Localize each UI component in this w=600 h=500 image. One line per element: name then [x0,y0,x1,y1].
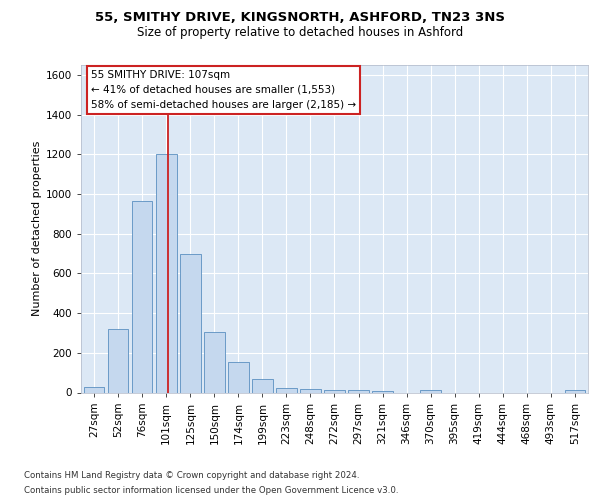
Text: Contains public sector information licensed under the Open Government Licence v3: Contains public sector information licen… [24,486,398,495]
Bar [300,389,320,392]
Text: Size of property relative to detached houses in Ashford: Size of property relative to detached ho… [137,26,463,39]
Bar [252,378,272,392]
Text: Contains HM Land Registry data © Crown copyright and database right 2024.: Contains HM Land Registry data © Crown c… [24,471,359,480]
Bar [180,254,200,392]
Bar [84,386,104,392]
Bar [565,390,585,392]
Y-axis label: Number of detached properties: Number of detached properties [32,141,41,316]
Bar [324,390,345,392]
Bar [204,332,224,392]
Text: 55, SMITHY DRIVE, KINGSNORTH, ASHFORD, TN23 3NS: 55, SMITHY DRIVE, KINGSNORTH, ASHFORD, T… [95,11,505,24]
Bar [349,390,369,392]
Bar [108,329,128,392]
Bar [228,362,248,392]
Bar [132,201,152,392]
Text: 55 SMITHY DRIVE: 107sqm
← 41% of detached houses are smaller (1,553)
58% of semi: 55 SMITHY DRIVE: 107sqm ← 41% of detache… [91,70,356,110]
Bar [421,390,441,392]
Bar [276,388,296,392]
Bar [156,154,176,392]
Bar [373,390,393,392]
